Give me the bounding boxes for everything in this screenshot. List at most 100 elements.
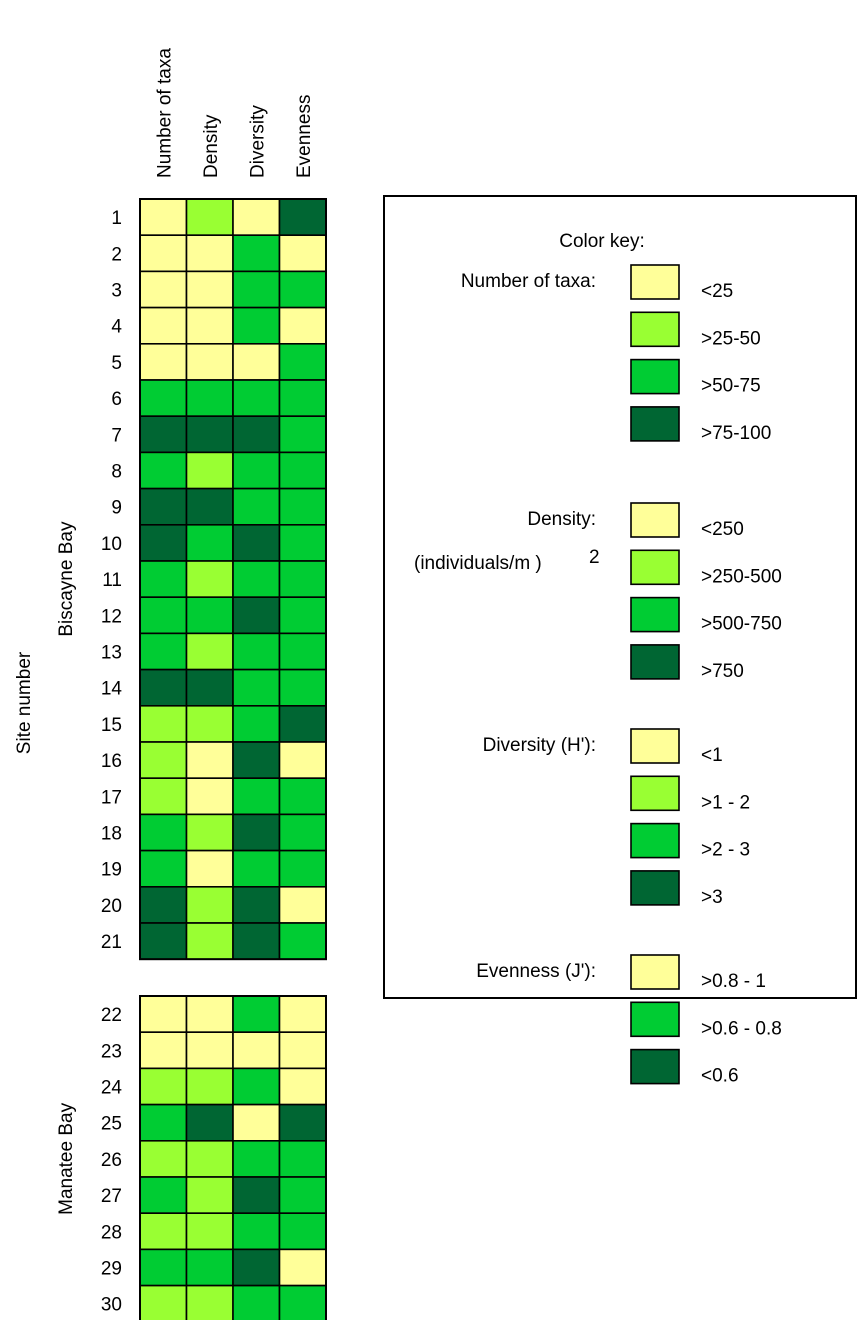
cell-site-10-diversity bbox=[232, 523, 281, 562]
cell-site-8-density bbox=[185, 451, 234, 490]
cell-site-30-evenness bbox=[278, 1284, 327, 1320]
cell-site-4-evenness bbox=[278, 306, 327, 345]
site-label-14: 14 bbox=[101, 679, 123, 700]
cell-site-9-density bbox=[185, 487, 234, 526]
cell-site-5-evenness bbox=[278, 342, 327, 381]
site-label-28: 28 bbox=[101, 1222, 122, 1243]
site-label-18: 18 bbox=[101, 824, 122, 845]
cell-site-24-diversity bbox=[232, 1067, 281, 1106]
site-label-9: 9 bbox=[111, 498, 122, 519]
legend-section-label: Density: bbox=[527, 509, 596, 530]
site-label-15: 15 bbox=[101, 715, 122, 736]
cell-site-14-diversity bbox=[232, 668, 281, 707]
site-label-23: 23 bbox=[101, 1041, 122, 1062]
column-header-number-of-taxa: Number of taxa bbox=[154, 48, 175, 178]
legend-swatch-diversity-h-3 bbox=[630, 822, 680, 859]
legend-swatch-evenness-j-1 bbox=[630, 954, 680, 990]
site-label-20: 20 bbox=[101, 896, 122, 917]
cell-site-14-density bbox=[185, 668, 234, 707]
legend-section-superscript: 2 bbox=[589, 547, 600, 568]
cell-site-15-number-of-taxa bbox=[139, 704, 188, 743]
site-label-21: 21 bbox=[101, 932, 122, 953]
legend-swatch-diversity-h-1 bbox=[630, 728, 680, 764]
cell-site-6-diversity bbox=[232, 379, 281, 418]
cell-site-17-density bbox=[185, 777, 234, 816]
cell-site-3-density bbox=[185, 270, 234, 309]
legend-section-label: Diversity (H'): bbox=[483, 735, 596, 756]
cell-site-14-evenness bbox=[278, 668, 327, 707]
group-label-biscayne-bay: Biscayne Bay bbox=[56, 521, 77, 637]
site-label-16: 16 bbox=[101, 751, 122, 772]
column-header-diversity: Diversity bbox=[247, 105, 268, 178]
cell-site-13-density bbox=[185, 632, 234, 671]
cell-site-5-density bbox=[185, 342, 234, 381]
cell-site-21-evenness bbox=[278, 922, 327, 961]
cell-site-5-diversity bbox=[232, 342, 281, 381]
cell-site-8-diversity bbox=[232, 451, 281, 490]
cell-site-26-diversity bbox=[232, 1140, 281, 1178]
site-label-5: 5 bbox=[111, 353, 122, 374]
cell-site-24-evenness bbox=[278, 1067, 327, 1106]
cell-site-21-density bbox=[185, 922, 234, 961]
site-label-13: 13 bbox=[101, 643, 122, 664]
site-label-30: 30 bbox=[101, 1295, 122, 1316]
legend-swatch-number-of-taxa-3 bbox=[630, 358, 680, 395]
cell-site-26-number-of-taxa bbox=[139, 1140, 188, 1178]
legend-item-label: <0.6 bbox=[701, 1066, 739, 1087]
cell-site-18-density bbox=[185, 813, 234, 852]
cell-site-25-number-of-taxa bbox=[139, 1103, 188, 1142]
legend-swatch-number-of-taxa-2 bbox=[630, 311, 680, 348]
site-label-25: 25 bbox=[101, 1114, 122, 1135]
cell-site-26-evenness bbox=[278, 1140, 327, 1178]
cell-site-7-diversity bbox=[232, 415, 281, 454]
site-label-29: 29 bbox=[101, 1259, 122, 1280]
cell-site-12-number-of-taxa bbox=[139, 596, 188, 635]
cell-site-12-diversity bbox=[232, 596, 281, 635]
cell-site-25-evenness bbox=[278, 1103, 327, 1142]
y-axis-label: Site number bbox=[14, 651, 35, 754]
cell-site-16-diversity bbox=[232, 741, 281, 780]
group-label-manatee-bay: Manatee Bay bbox=[56, 1102, 77, 1214]
cell-site-16-evenness bbox=[278, 741, 327, 780]
legend-swatch-diversity-h-4 bbox=[630, 870, 680, 906]
cell-site-13-evenness bbox=[278, 632, 327, 671]
cell-site-29-density bbox=[185, 1248, 234, 1287]
legend-item-label: <250 bbox=[701, 519, 744, 540]
cell-site-13-number-of-taxa bbox=[139, 632, 188, 671]
cell-site-3-diversity bbox=[232, 270, 281, 309]
cell-site-20-density bbox=[185, 885, 234, 924]
cell-site-11-diversity bbox=[232, 560, 281, 599]
cell-site-3-number-of-taxa bbox=[139, 270, 188, 309]
cell-site-12-evenness bbox=[278, 596, 327, 635]
cell-site-9-diversity bbox=[232, 487, 281, 526]
cell-site-18-evenness bbox=[278, 813, 327, 852]
cell-site-20-diversity bbox=[232, 885, 281, 924]
cell-site-11-number-of-taxa bbox=[139, 560, 188, 599]
cell-site-20-number-of-taxa bbox=[139, 885, 188, 924]
legend-item-label: >250-500 bbox=[701, 566, 782, 587]
cell-site-15-diversity bbox=[232, 704, 281, 743]
cell-site-2-density bbox=[185, 234, 234, 273]
site-label-3: 3 bbox=[111, 281, 122, 302]
cell-site-19-density bbox=[185, 849, 234, 888]
cell-site-29-number-of-taxa bbox=[139, 1248, 188, 1287]
cell-site-17-number-of-taxa bbox=[139, 777, 188, 816]
legend-sections: Number of taxa: <25 >25-50 >50-75 >75-100 Den… bbox=[414, 264, 782, 1087]
cell-site-15-density bbox=[185, 704, 234, 743]
cell-site-20-evenness bbox=[278, 885, 327, 924]
legend-item-label: >0.6 - 0.8 bbox=[701, 1018, 782, 1039]
site-label-12: 12 bbox=[101, 606, 122, 627]
cell-site-12-density bbox=[185, 596, 234, 635]
cell-site-16-number-of-taxa bbox=[139, 741, 188, 780]
cell-site-19-evenness bbox=[278, 849, 327, 888]
legend-item-label: <1 bbox=[701, 745, 723, 766]
cell-site-27-number-of-taxa bbox=[139, 1176, 188, 1215]
cell-site-30-diversity bbox=[232, 1284, 281, 1320]
cell-site-15-evenness bbox=[278, 704, 327, 743]
legend-swatch-number-of-taxa-4 bbox=[630, 406, 680, 442]
site-label-26: 26 bbox=[101, 1150, 122, 1171]
cell-site-8-number-of-taxa bbox=[139, 451, 188, 490]
column-header-evenness: Evenness bbox=[294, 95, 315, 178]
legend-section-label: Number of taxa: bbox=[461, 271, 596, 292]
cell-site-8-evenness bbox=[278, 451, 327, 490]
